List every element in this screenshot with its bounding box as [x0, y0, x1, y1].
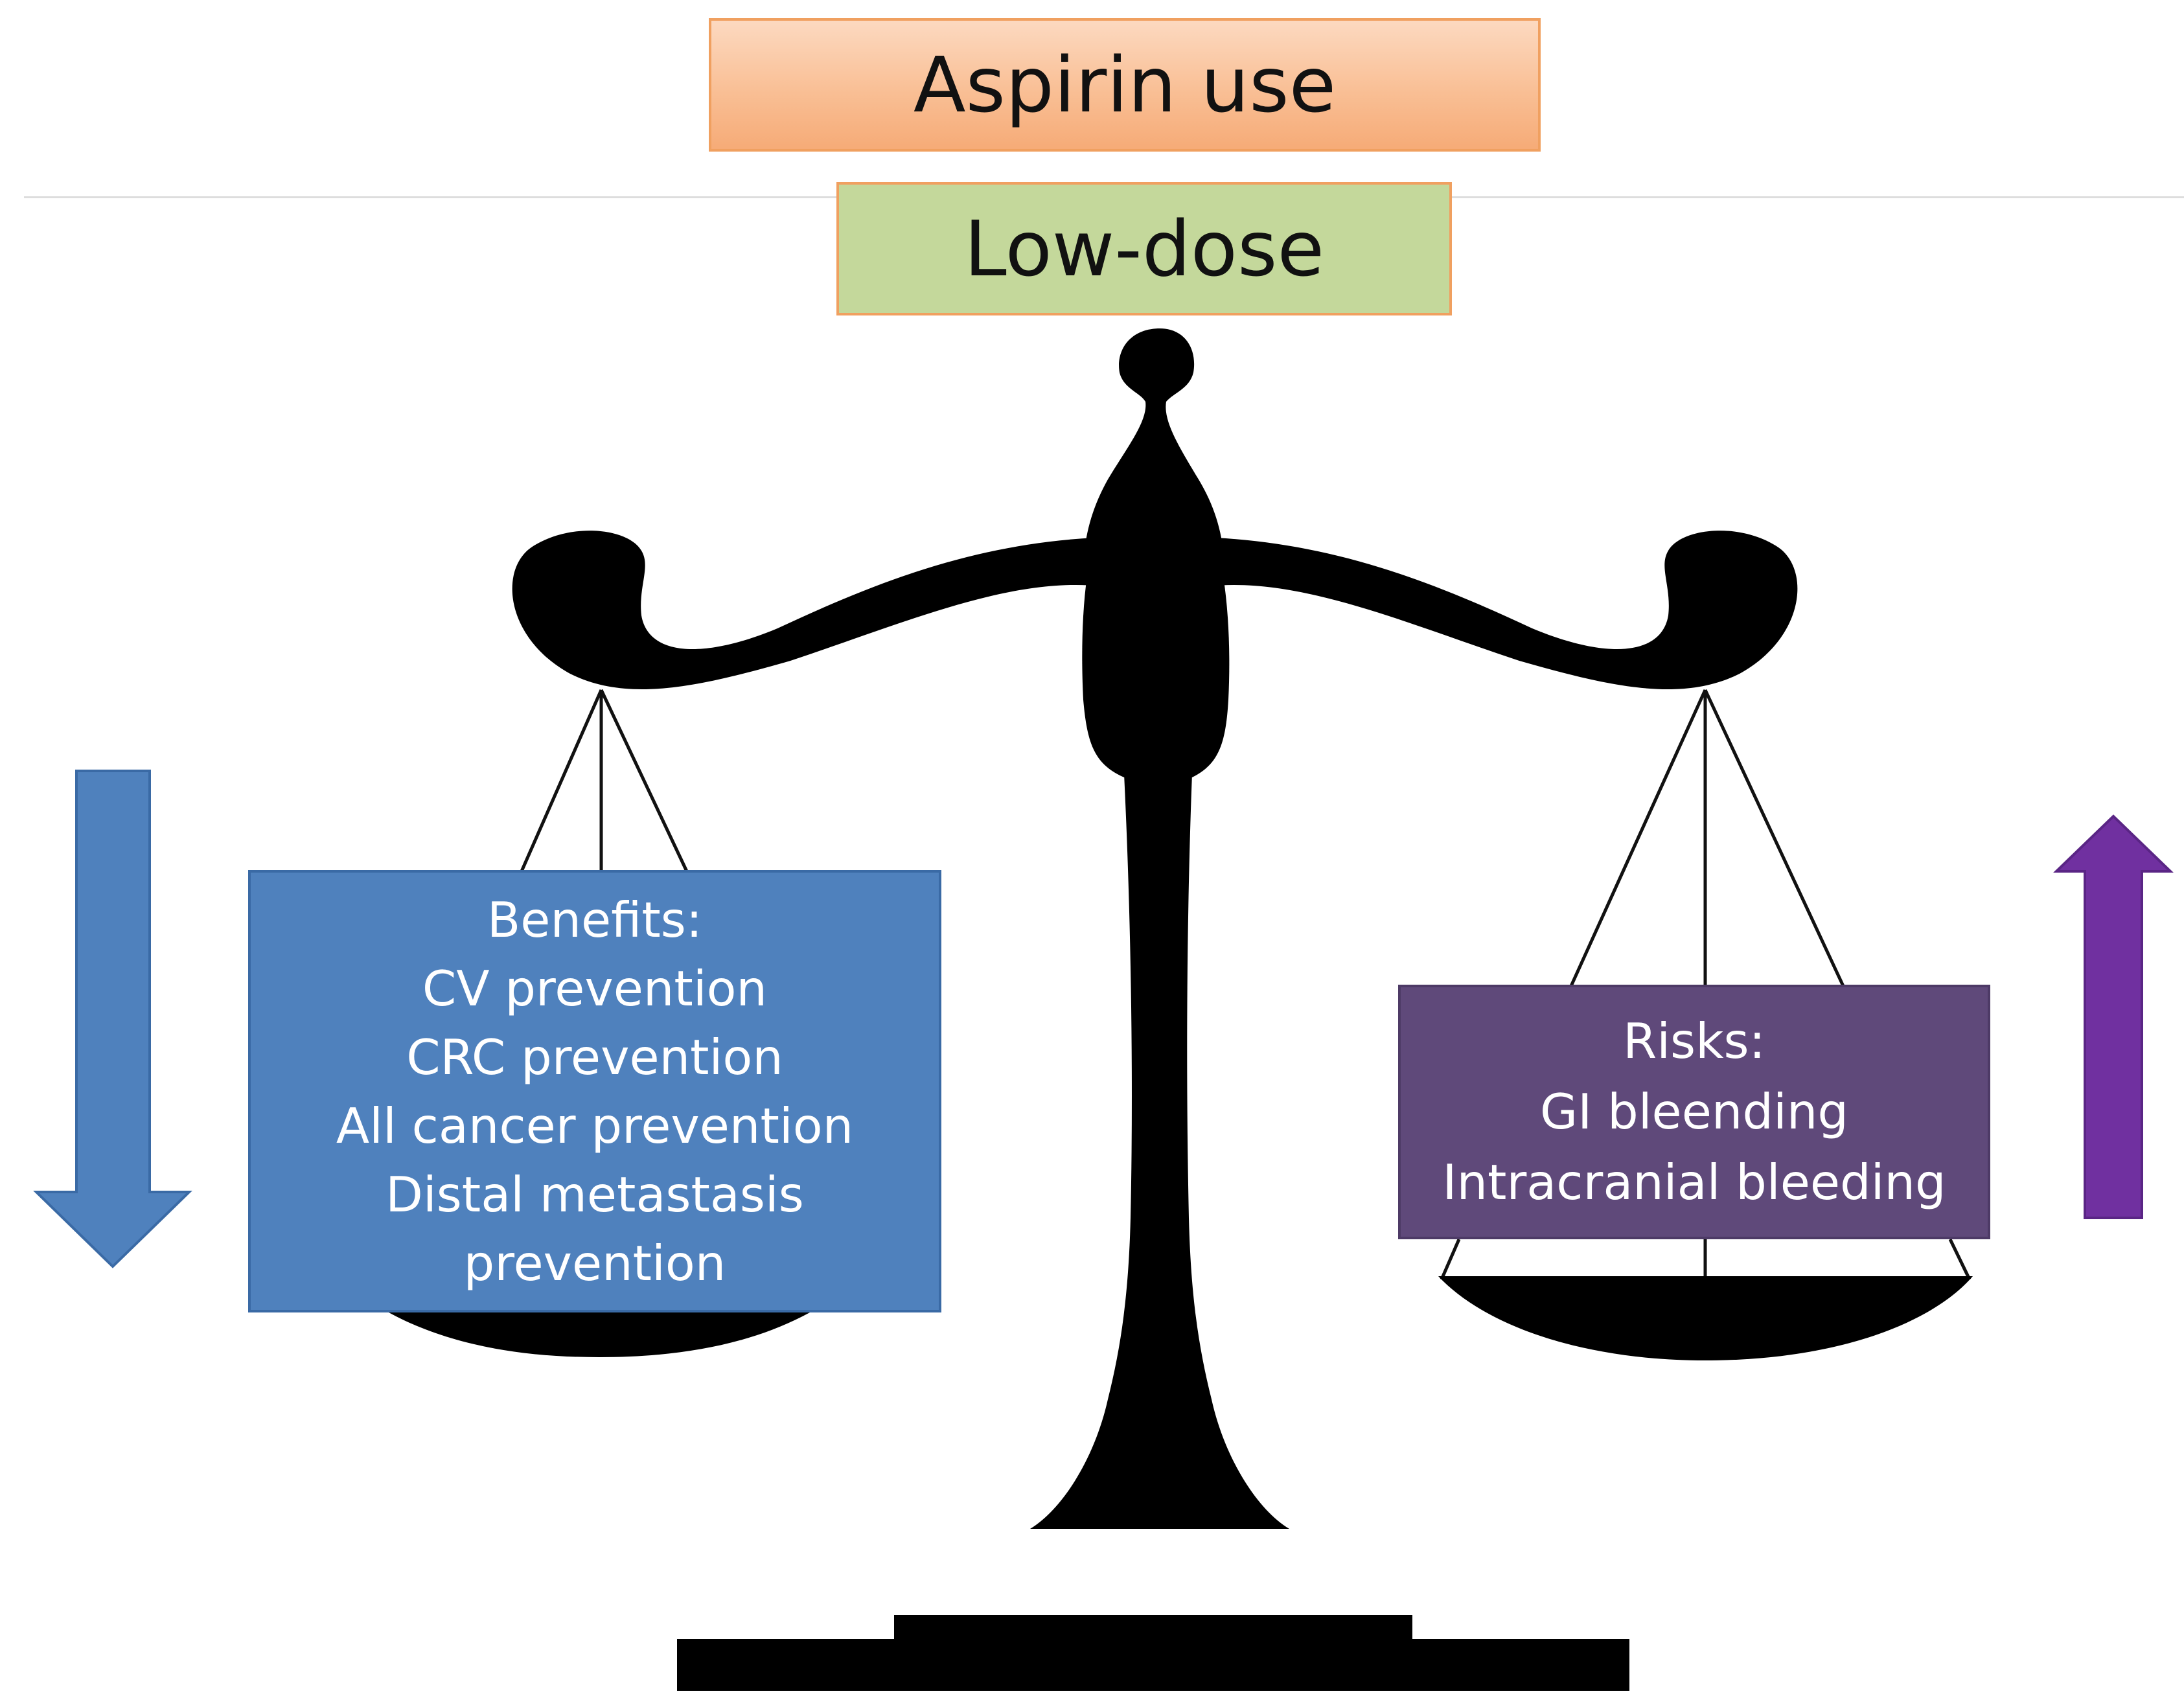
- scale-beam: [512, 531, 1101, 689]
- benefit-item: CRC prevention: [406, 1028, 783, 1086]
- scale-column-top: [1082, 538, 1230, 777]
- risks-box: Risks: GI bleending Intracranial bleedin…: [1398, 985, 1990, 1239]
- arrow-up-icon: [2053, 814, 2174, 1219]
- benefit-item: CV prevention: [422, 959, 768, 1017]
- benefits-box: Benefits: CV prevention CRC prevention A…: [248, 870, 941, 1312]
- title-box: Aspirin use: [709, 18, 1541, 152]
- risk-item: GI bleending: [1540, 1083, 1848, 1140]
- benefits-heading: Benefits:: [487, 891, 703, 948]
- title-text: Aspirin use: [913, 40, 1337, 130]
- scale-stem: [1030, 774, 1289, 1529]
- risks-heading: Risks:: [1623, 1013, 1765, 1070]
- benefit-item: All cancer prevention: [336, 1097, 854, 1154]
- benefit-item: Distal metastasis: [385, 1165, 804, 1223]
- risk-item: Intracranial bleeding: [1442, 1154, 1946, 1211]
- dose-text: Low-dose: [963, 204, 1325, 293]
- left-pan-strings: [520, 689, 689, 873]
- left-pan: [389, 1312, 810, 1357]
- right-pan-strings: [1440, 689, 1971, 1281]
- scale-base: [677, 1639, 1629, 1691]
- right-pan: [1438, 1276, 1973, 1360]
- dose-box: Low-dose: [836, 182, 1452, 315]
- benefit-item: prevention: [463, 1234, 726, 1292]
- scale-finial: [1083, 328, 1225, 583]
- arrow-down-icon: [33, 770, 192, 1268]
- scale-beam-right: [1208, 531, 1798, 689]
